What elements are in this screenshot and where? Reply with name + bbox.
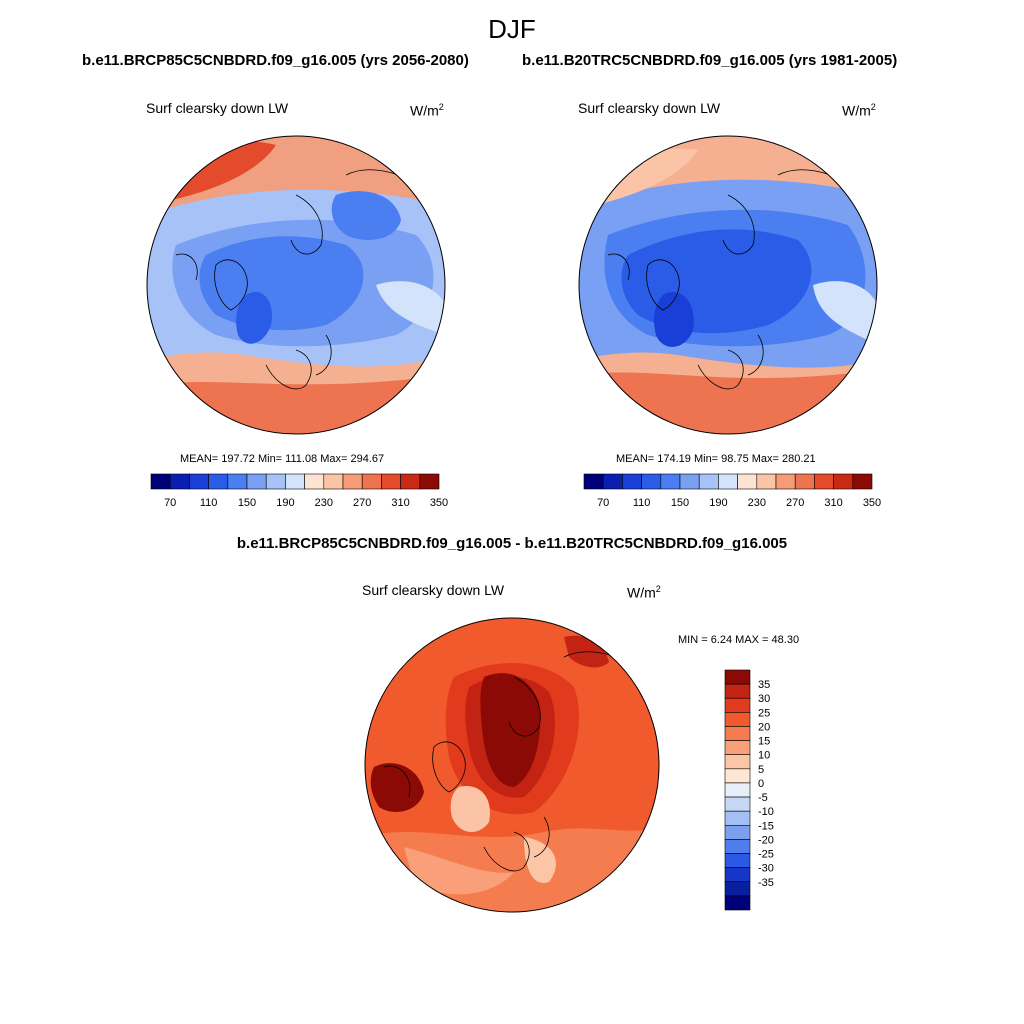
panel-b-colorbar-swatch xyxy=(814,473,834,490)
panel-a-colorbar-tick-label: 190 xyxy=(276,497,294,509)
difference-colorbar-swatch xyxy=(724,839,751,854)
panel-b-colorbar-swatch xyxy=(833,473,854,490)
panel-a-colorbar-swatch xyxy=(227,473,248,490)
panel-b-colorbar-tick-label: 110 xyxy=(633,497,651,509)
panel-a-colorbar: 70 110 150 190 230 270 310 350 xyxy=(150,473,448,509)
panel-b-colorbar-swatch xyxy=(737,473,758,490)
panel-b-polar-map xyxy=(578,135,878,435)
difference-colorbar-swatch xyxy=(724,669,751,685)
figure-title: DJF xyxy=(488,14,536,44)
panel-a-units: W/m2 xyxy=(410,102,444,119)
panel-b-colorbar: 70 110 150 190 230 270 310 350 xyxy=(583,473,881,509)
difference-colorbar-swatch xyxy=(724,768,751,784)
panel-b-colorbar-swatch xyxy=(794,473,815,490)
difference-colorbar-tick-label: 35 xyxy=(758,679,770,691)
difference-colorbar-swatch xyxy=(724,726,751,741)
difference-colorbar-tick-label: -5 xyxy=(758,792,768,804)
panel-b-colorbar-swatch xyxy=(641,473,662,490)
panel-b-colorbar-tick-label: 230 xyxy=(748,497,766,509)
panel-a-colorbar-swatch xyxy=(150,473,171,490)
difference-colorbar-swatch xyxy=(724,740,751,756)
panel-b-colorbar-swatch xyxy=(756,473,777,490)
panel-a-colorbar-swatch xyxy=(361,473,382,490)
panel-a-colorbar-swatch xyxy=(169,473,190,490)
difference-colorbar-tick-label: -20 xyxy=(758,834,774,846)
panel-b-colorbar-tick-label: 70 xyxy=(597,497,609,509)
difference-colorbar-swatch xyxy=(724,683,751,699)
panel-a-colorbar-swatch xyxy=(400,473,421,490)
difference-colorbar-swatch xyxy=(724,867,751,883)
difference-colorbar-tick-label: -25 xyxy=(758,849,774,861)
difference-colorbar-tick-label: 20 xyxy=(758,721,770,733)
panel-a-colorbar-tick-label: 350 xyxy=(430,497,448,509)
panel-a-colorbar-swatch xyxy=(208,473,229,490)
panel-b-colorbar-swatch xyxy=(718,473,738,490)
difference-colorbar-swatch xyxy=(724,796,751,812)
difference-colorbar-swatch xyxy=(724,824,751,840)
diff-units: W/m2 xyxy=(627,584,661,601)
difference-colorbar-swatch xyxy=(724,754,751,770)
panel-b-colorbar-tick-label: 310 xyxy=(824,497,842,509)
panel-a-variable-label: Surf clearsky down LW xyxy=(146,100,289,116)
panel-b-colorbar-swatch xyxy=(852,473,873,490)
panel-a-colorbar-tick-label: 110 xyxy=(200,497,218,509)
difference-panel-title: b.e11.BRCP85C5CNBDRD.f09_g16.005 - b.e11… xyxy=(236,535,788,552)
panel-b-colorbar-tick-label: 270 xyxy=(786,497,804,509)
panel-b-colorbar-swatch xyxy=(775,473,796,490)
difference-colorbar-swatch xyxy=(724,712,751,727)
difference-colorbar: 35 30 25 20 15 10 5 0 -5 -10 -15 -20 -25 -30 -35 xyxy=(724,669,774,911)
difference-colorbar-swatch xyxy=(724,881,751,897)
difference-colorbar-swatch xyxy=(724,853,751,868)
panel-a-colorbar-tick-label: 70 xyxy=(164,497,176,509)
difference-colorbar-tick-label: 5 xyxy=(758,764,764,776)
diff-variable-label: Surf clearsky down LW xyxy=(362,582,505,598)
difference-colorbar-swatch xyxy=(724,782,751,798)
difference-colorbar-swatch xyxy=(724,895,751,911)
difference-colorbar-tick-label: -15 xyxy=(758,820,774,832)
panel-b-colorbar-tick-label: 150 xyxy=(671,497,689,509)
panel-a-colorbar-swatch xyxy=(246,473,267,490)
difference-colorbar-tick-label: -35 xyxy=(758,877,774,889)
panel-b-colorbar-swatch xyxy=(622,473,642,490)
panel-b-variable-label: Surf clearsky down LW xyxy=(578,100,721,116)
panel-b-run-title: b.e11.B20TRC5CNBDRD.f09_g16.005 (yrs 198… xyxy=(522,52,898,69)
difference-colorbar-tick-label: 30 xyxy=(758,693,770,705)
panel-a-colorbar-swatch xyxy=(381,473,401,490)
panel-a-colorbar-swatch xyxy=(285,473,305,490)
difference-colorbar-tick-label: 25 xyxy=(758,707,770,719)
panel-a-colorbar-tick-label: 230 xyxy=(315,497,333,509)
panel-a-polar-map xyxy=(146,135,446,435)
panel-a-colorbar-swatch xyxy=(323,473,344,490)
panel-a-colorbar-tick-label: 150 xyxy=(238,497,256,509)
panel-b-colorbar-swatch xyxy=(583,473,604,490)
panel-a-colorbar-swatch xyxy=(265,473,286,490)
difference-colorbar-tick-label: -10 xyxy=(758,806,774,818)
panel-a-colorbar-swatch xyxy=(189,473,209,490)
difference-colorbar-tick-label: 0 xyxy=(758,778,764,790)
difference-colorbar-swatch xyxy=(724,810,751,826)
panel-a-stats: MEAN= 197.72 Min= 111.08 Max= 294.67 xyxy=(180,453,385,465)
difference-colorbar-tick-label: 15 xyxy=(758,736,770,748)
difference-colorbar-tick-label: -30 xyxy=(758,863,774,875)
panel-b-stats: MEAN= 174.19 Min= 98.75 Max= 280.21 xyxy=(616,453,816,465)
diff-stats: MIN = 6.24 MAX = 48.30 xyxy=(678,634,800,646)
panel-a-run-title: b.e11.BRCP85C5CNBDRD.f09_g16.005 (yrs 20… xyxy=(82,52,469,69)
panel-b-colorbar-swatch xyxy=(698,473,719,490)
panel-b-colorbar-tick-label: 190 xyxy=(709,497,727,509)
difference-polar-map xyxy=(364,617,660,913)
panel-a-colorbar-tick-label: 270 xyxy=(353,497,371,509)
difference-colorbar-tick-label: 10 xyxy=(758,750,770,762)
panel-a-colorbar-tick-label: 310 xyxy=(391,497,409,509)
panel-b-colorbar-swatch xyxy=(660,473,681,490)
difference-colorbar-swatch xyxy=(724,697,751,713)
panel-a-colorbar-swatch xyxy=(304,473,325,490)
panel-b-units: W/m2 xyxy=(842,102,876,119)
panel-b-colorbar-swatch xyxy=(679,473,700,490)
panel-a-colorbar-swatch xyxy=(419,473,440,490)
panel-b-colorbar-swatch xyxy=(602,473,623,490)
panel-b-colorbar-tick-label: 350 xyxy=(863,497,881,509)
panel-a-colorbar-swatch xyxy=(342,473,363,490)
